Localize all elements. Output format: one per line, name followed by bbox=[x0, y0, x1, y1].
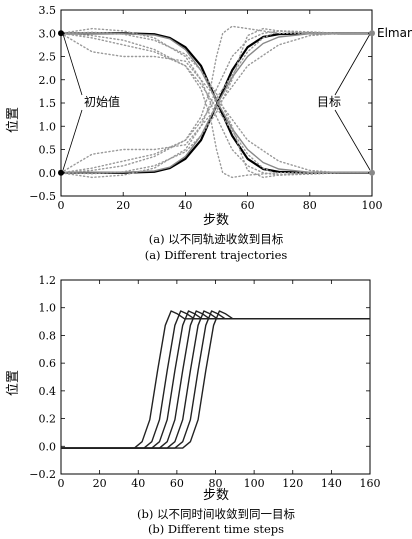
chart-b-plot-frame bbox=[60, 279, 371, 475]
chart-b-x-tick-label-2: 40 bbox=[131, 477, 145, 490]
chart-b-y-tick-label-2: 0.2 bbox=[39, 413, 57, 426]
chart-a-x-tick-label-4: 80 bbox=[303, 199, 317, 212]
chart-a-x-ticks: 0 20 40 60 80 100 bbox=[58, 10, 383, 212]
chart-a-y-tick-label-5: 2.0 bbox=[39, 74, 57, 87]
chart-b-y-tick-label-6: 1.0 bbox=[39, 302, 57, 315]
start-annotation-line-bottom bbox=[62, 109, 83, 171]
start-annotation-label: 初始值 bbox=[84, 94, 120, 109]
goal-annotation-line-bottom bbox=[334, 109, 371, 171]
chart-b-series-group bbox=[61, 310, 370, 449]
chart-a-x-tick-label-2: 40 bbox=[178, 199, 192, 212]
chart-b-x-tick-label-5: 100 bbox=[244, 477, 265, 490]
chart-a-y-ticks: −0.5 0.0 0.5 1.0 1.5 2.0 2.5 3.0 3.5 bbox=[29, 4, 372, 203]
chart-b-x-tick-label-4: 80 bbox=[209, 477, 223, 490]
chart-a-y-axis-label: 位置 bbox=[6, 107, 21, 133]
chart-b-x-ticks: 0 20 40 60 80 100 120 140 160 bbox=[58, 280, 381, 490]
chart-a-series-line-9 bbox=[60, 25, 373, 174]
chart-b-y-tick-label-7: 1.2 bbox=[39, 274, 57, 287]
goal-annotation-line-top bbox=[334, 33, 371, 96]
chart-b-series-line-4 bbox=[61, 310, 370, 449]
chart-a-caption-en: (a) Different trajectories bbox=[145, 248, 288, 262]
chart-b-y-ticks: −0.2 0.0 0.2 0.4 0.6 0.8 1.0 1.2 bbox=[29, 274, 370, 481]
chart-a-x-tick-label-1: 20 bbox=[116, 199, 130, 212]
chart-a-y-tick-label-8: 3.5 bbox=[39, 4, 57, 17]
start-annotation-line-top bbox=[62, 33, 83, 96]
chart-b-series-line-2 bbox=[61, 310, 370, 449]
start-marker-1 bbox=[58, 169, 64, 176]
chart-b-y-tick-label-4: 0.6 bbox=[39, 357, 57, 370]
chart-a-series-line-2 bbox=[61, 32, 372, 174]
chart-b-y-tick-label-0: −0.2 bbox=[29, 468, 56, 481]
chart-a: 0 20 40 60 80 100 −0.5 0.0 0.5 1.0 1.5 2.0 2.5 3.0 3.… bbox=[6, 4, 412, 262]
chart-b-x-tick-label-1: 20 bbox=[93, 477, 107, 490]
chart-a-y-tick-label-0: −0.5 bbox=[29, 190, 56, 203]
chart-b-x-tick-label-7: 140 bbox=[321, 477, 342, 490]
chart-b-y-tick-label-3: 0.4 bbox=[39, 385, 57, 398]
chart-a-x-tick-label-3: 60 bbox=[241, 199, 255, 212]
chart-b-series-line-3 bbox=[61, 310, 370, 449]
chart-a-y-tick-label-1: 0.0 bbox=[39, 167, 57, 180]
chart-b-caption-cn: (b) 以不同时间收敛到同一目标 bbox=[137, 507, 295, 521]
chart-a-endpoint-markers bbox=[58, 30, 375, 176]
chart-b-y-axis-label: 位置 bbox=[6, 370, 21, 396]
chart-a-series-line-7 bbox=[60, 30, 373, 174]
chart-b-x-tick-label-8: 160 bbox=[360, 477, 381, 490]
chart-a-x-tick-label-0: 0 bbox=[58, 199, 65, 212]
chart-a-y-tick-label-7: 3.0 bbox=[39, 27, 57, 40]
chart-a-series-line-10 bbox=[60, 31, 373, 179]
chart-b-y-tick-label-5: 0.8 bbox=[39, 329, 57, 342]
chart-b-y-tick-label-1: 0.0 bbox=[39, 440, 57, 453]
chart-a-x-axis-label: 步数 bbox=[203, 213, 229, 228]
chart-b-series-line-0 bbox=[61, 310, 370, 449]
chart-a-series-line-8 bbox=[60, 32, 373, 179]
chart-a-x-tick-label-5: 100 bbox=[362, 199, 383, 212]
chart-a-series-line-11 bbox=[60, 27, 373, 175]
chart-a-y-tick-label-2: 0.5 bbox=[39, 144, 57, 157]
start-marker-0 bbox=[58, 30, 64, 37]
chart-a-caption-cn: (a) 以不同轨迹收敛到目标 bbox=[149, 232, 283, 246]
chart-b-x-tick-label-3: 60 bbox=[170, 477, 184, 490]
goal-marker-0 bbox=[369, 30, 375, 37]
chart-b-x-tick-label-6: 120 bbox=[282, 477, 303, 490]
chart-a-y-tick-label-3: 1.0 bbox=[39, 120, 57, 133]
goal-annotation-label: 目标 bbox=[317, 95, 341, 109]
elman-label: Elman bbox=[377, 26, 412, 40]
chart-b: 0 20 40 60 80 100 120 140 160 −0.2 0.0 0.2 0.4 0.6 0.… bbox=[6, 274, 381, 536]
chart-a-series-line-6 bbox=[60, 32, 373, 176]
chart-b-caption-en: (b) Different time steps bbox=[148, 522, 284, 536]
goal-marker-1 bbox=[369, 169, 375, 176]
chart-a-series-line-3 bbox=[61, 32, 372, 174]
chart-b-series-line-1 bbox=[61, 310, 370, 449]
chart-a-series-group bbox=[60, 25, 373, 179]
chart-b-x-axis-label: 步数 bbox=[203, 488, 229, 503]
chart-b-x-tick-label-0: 0 bbox=[58, 477, 65, 490]
chart-a-y-tick-label-6: 2.5 bbox=[39, 51, 57, 64]
chart-b-series-line-5 bbox=[61, 310, 370, 449]
chart-a-y-tick-label-4: 1.5 bbox=[39, 97, 57, 110]
chart-b-series-line-6 bbox=[61, 310, 370, 449]
